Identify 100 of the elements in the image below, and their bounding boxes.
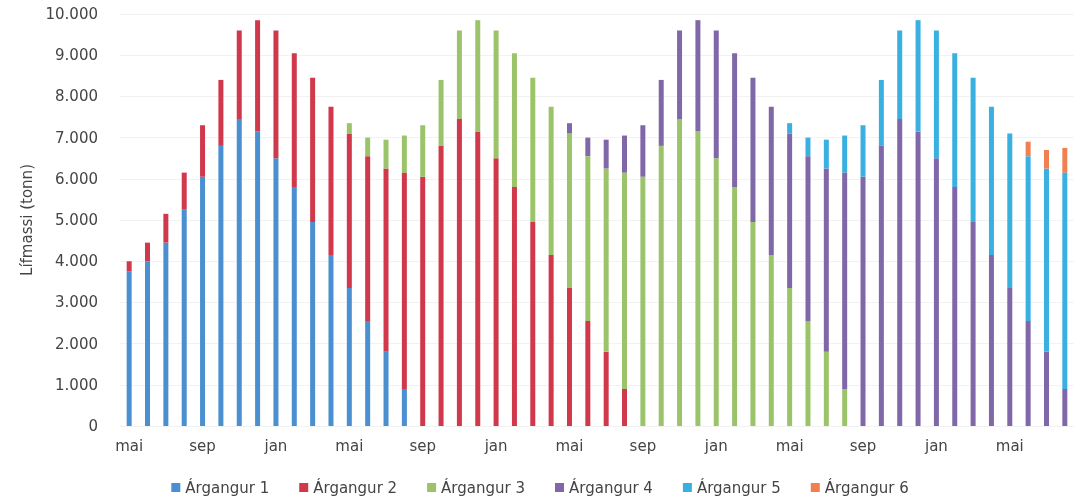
bar	[842, 135, 848, 173]
bar	[750, 222, 756, 426]
bar	[805, 137, 811, 157]
bar	[952, 187, 958, 426]
bar	[677, 30, 683, 120]
x-tick-label: jan	[923, 436, 948, 455]
bar	[1043, 168, 1049, 352]
bar	[713, 158, 719, 426]
bar	[401, 388, 407, 426]
bar	[1025, 320, 1031, 426]
y-tick-label: 8.000	[55, 87, 98, 106]
bar	[365, 320, 371, 426]
bar	[988, 255, 994, 426]
bar	[622, 388, 628, 426]
y-tick-label: 6.000	[55, 169, 98, 188]
bar	[823, 351, 829, 426]
bar	[897, 119, 903, 426]
x-tick-label: sep	[409, 436, 436, 455]
bar	[145, 242, 151, 262]
bar	[805, 320, 811, 426]
bar	[695, 131, 701, 426]
bar	[677, 119, 683, 426]
y-tick-label: 10.000	[45, 5, 98, 23]
bar	[1007, 287, 1013, 426]
bar	[181, 172, 187, 210]
bar	[695, 20, 701, 132]
bar	[988, 106, 994, 256]
bar	[475, 20, 481, 132]
y-tick-label: 0	[88, 417, 98, 435]
bar	[346, 123, 352, 134]
bar	[603, 351, 609, 426]
bar	[530, 77, 536, 223]
bar	[273, 158, 279, 426]
x-tick-label: mai	[115, 436, 144, 455]
bar	[163, 213, 169, 243]
bar	[768, 106, 774, 256]
bar	[200, 176, 206, 426]
bar	[933, 158, 939, 426]
y-tick-label: 7.000	[55, 128, 98, 147]
bar	[401, 172, 407, 389]
bar	[291, 187, 297, 426]
bar	[420, 125, 426, 177]
bar	[438, 145, 444, 426]
bar	[291, 53, 297, 188]
bar	[915, 20, 921, 132]
legend-label: Árgangur 3	[441, 477, 526, 497]
bar	[1062, 172, 1068, 389]
bar	[970, 222, 976, 426]
y-axis-title: Lífmassi (tonn)	[18, 164, 37, 276]
bar	[823, 139, 829, 169]
bar	[787, 287, 793, 426]
bar	[236, 30, 242, 120]
bar	[181, 209, 187, 426]
bar	[346, 287, 352, 426]
y-tick-label: 9.000	[55, 46, 98, 65]
bar	[218, 79, 224, 146]
bar	[383, 351, 389, 426]
y-tick-label: 4.000	[55, 252, 98, 271]
x-tick-label: sep	[189, 436, 216, 455]
bar	[511, 53, 517, 188]
bar	[915, 131, 921, 426]
bar	[401, 135, 407, 173]
bar	[878, 79, 884, 146]
bar	[566, 123, 572, 134]
bar	[511, 187, 517, 426]
x-tick-label: jan	[483, 436, 508, 455]
bar	[255, 131, 261, 426]
bar	[1062, 388, 1068, 426]
legend-label: Árgangur 5	[696, 477, 781, 497]
bar	[493, 30, 499, 159]
bar	[126, 271, 132, 426]
bar	[310, 222, 316, 426]
bar	[622, 172, 628, 389]
bar	[273, 30, 279, 159]
bar	[585, 137, 591, 157]
bar	[952, 53, 958, 188]
bar	[548, 106, 554, 256]
x-tick-label: mai	[335, 436, 364, 455]
bar	[842, 388, 848, 426]
bar	[713, 30, 719, 159]
bar	[860, 125, 866, 177]
bar	[328, 255, 334, 426]
bar	[383, 168, 389, 352]
bar	[585, 156, 591, 321]
bar	[255, 20, 261, 132]
bar	[310, 77, 316, 223]
bar	[328, 106, 334, 256]
legend-label: Árgangur 1	[185, 477, 270, 497]
bar	[897, 30, 903, 120]
bar	[1043, 149, 1049, 169]
bar	[200, 125, 206, 177]
bar	[365, 137, 371, 157]
bar	[456, 119, 462, 426]
bar	[622, 135, 628, 173]
bar	[456, 30, 462, 120]
bar	[438, 79, 444, 146]
bar	[1043, 351, 1049, 426]
bar	[1062, 147, 1068, 173]
bar	[530, 222, 536, 426]
legend-label: Árgangur 6	[824, 477, 909, 497]
